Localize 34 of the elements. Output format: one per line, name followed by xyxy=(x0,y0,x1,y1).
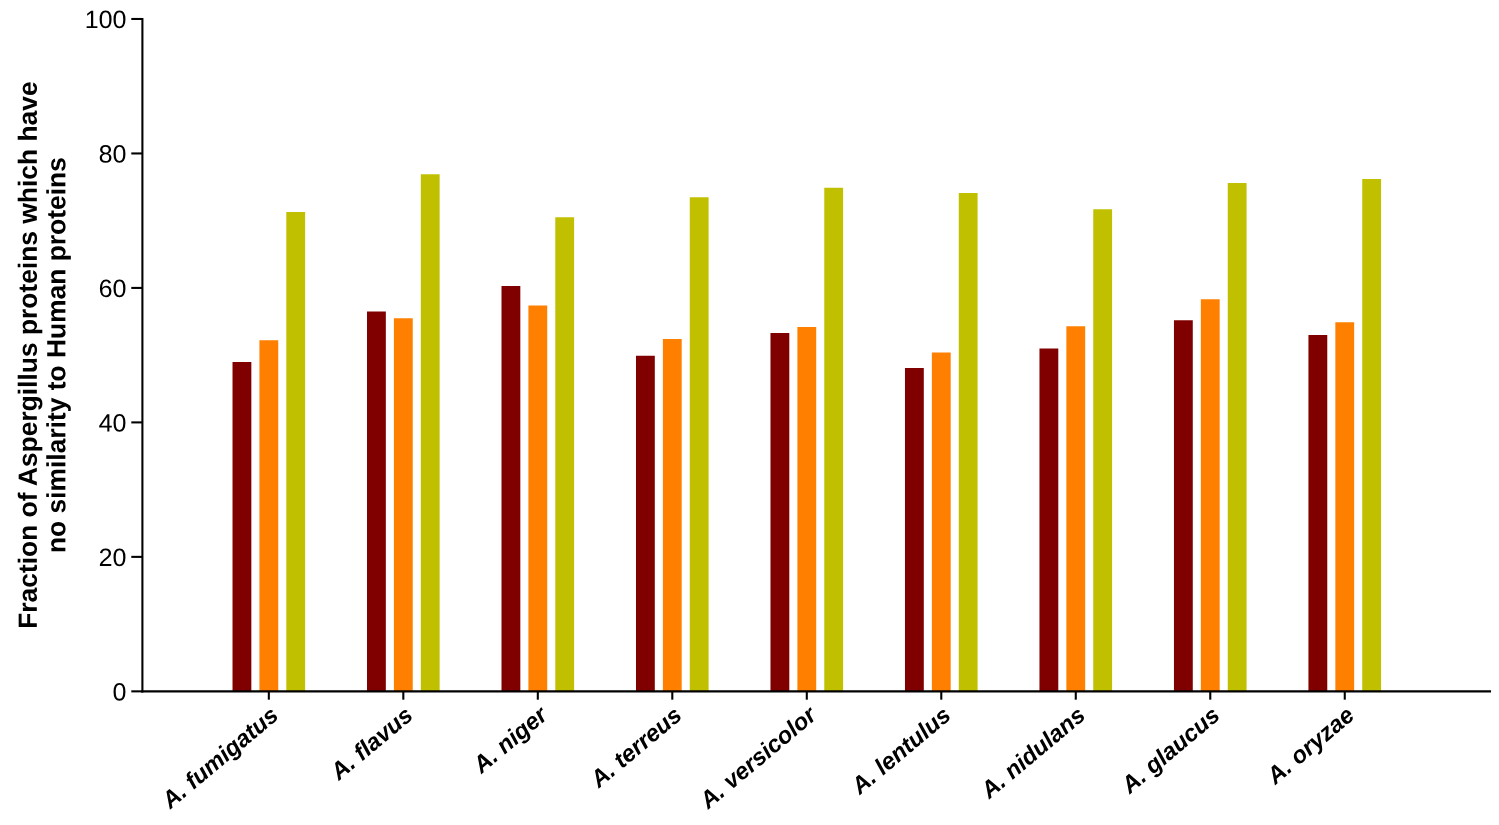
bar xyxy=(824,187,844,692)
bar xyxy=(1308,334,1328,692)
bar xyxy=(689,197,709,692)
bar xyxy=(259,340,279,692)
y-tick-label: 80 xyxy=(99,145,126,163)
bar xyxy=(1227,183,1247,692)
bar xyxy=(501,285,521,692)
bar xyxy=(286,211,306,692)
bar xyxy=(1093,209,1113,692)
bar xyxy=(420,174,440,692)
bar xyxy=(1200,299,1220,692)
bar xyxy=(635,355,655,692)
y-tick-label: 60 xyxy=(99,279,126,298)
bar xyxy=(904,367,924,692)
y-tick-label: 20 xyxy=(99,548,126,567)
bar xyxy=(367,311,386,692)
y-axis-title: Fraction of Aspergillus proteins which have no similarity to Human proteins xyxy=(17,82,71,628)
bar xyxy=(1066,326,1086,692)
bar xyxy=(1362,179,1382,692)
bar xyxy=(555,217,575,692)
bar xyxy=(1173,320,1193,692)
bar xyxy=(958,193,978,692)
bar xyxy=(528,305,548,692)
y-tick-label: 0 xyxy=(113,682,126,701)
bar xyxy=(662,339,682,692)
bar xyxy=(1039,348,1059,692)
bar xyxy=(797,326,817,692)
bar xyxy=(770,332,790,692)
bar xyxy=(931,352,951,692)
y-tick-label: 100 xyxy=(86,10,126,29)
bar xyxy=(1335,322,1355,692)
y-tick-label: 40 xyxy=(99,414,126,432)
bar xyxy=(232,361,252,692)
bar xyxy=(393,318,413,692)
